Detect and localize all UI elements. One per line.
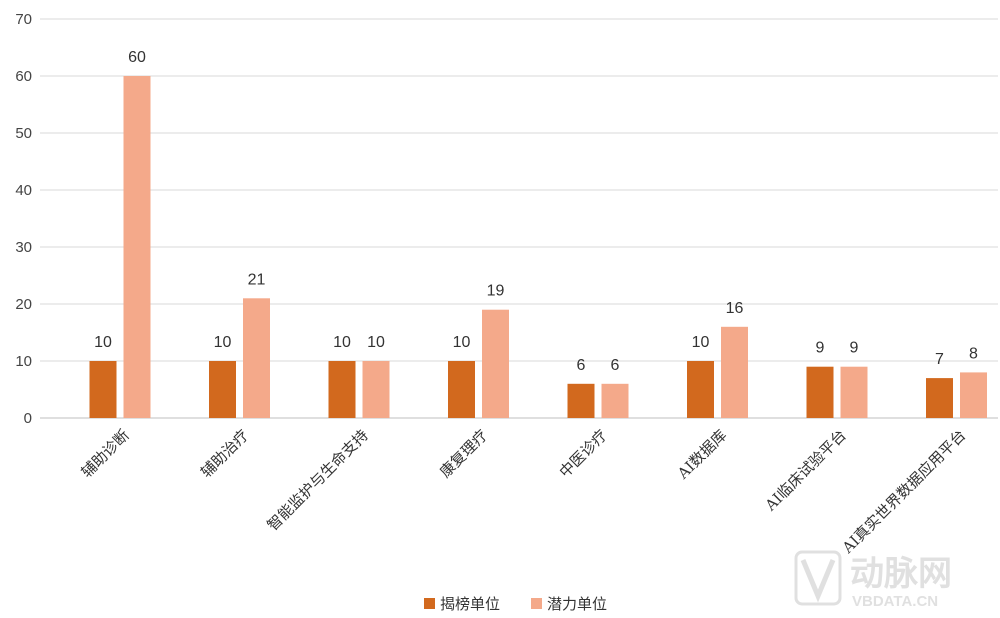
- bar-qianli: [123, 76, 151, 418]
- bar-qianli: [960, 372, 987, 418]
- data-label: 16: [726, 300, 744, 317]
- data-label: 9: [816, 340, 825, 357]
- category-label: 辅助诊断: [78, 426, 133, 481]
- y-tick-label: 30: [15, 239, 32, 256]
- bar-qianli: [362, 361, 390, 418]
- y-tick-label: 0: [24, 410, 32, 427]
- data-label: 6: [611, 357, 620, 374]
- category-label: 中医诊疗: [556, 426, 611, 481]
- legend-swatch: [424, 598, 435, 609]
- bar-jiebang: [567, 383, 595, 418]
- bar-jiebang: [926, 378, 953, 418]
- data-label: 8: [969, 345, 978, 362]
- y-tick-label: 70: [15, 11, 32, 28]
- y-tick-label: 60: [15, 68, 32, 85]
- bar-qianli: [482, 309, 509, 418]
- category-labels: 辅助诊断 辅助治疗 智能监护与生命支持 康复理疗 中医诊疗 AI数据库 AI临床试验平台AI…: [78, 426, 970, 557]
- bar-qianli: [243, 298, 270, 418]
- bar-jiebang: [806, 366, 834, 418]
- data-label: 10: [214, 334, 232, 351]
- y-tick-label: 40: [15, 182, 32, 199]
- data-label: 10: [94, 334, 112, 351]
- y-tick-label: 20: [15, 296, 32, 313]
- y-axis-tick-labels: 0 10 20 30 40 50 60 70: [15, 11, 32, 427]
- y-tick-label: 50: [15, 125, 32, 142]
- data-label: 10: [367, 334, 385, 351]
- data-label: 10: [692, 334, 710, 351]
- bar-jiebang: [328, 361, 356, 418]
- bar-qianli: [601, 383, 629, 418]
- category-label: AI临床试验平台: [761, 426, 850, 515]
- category-label: 智能监护与生命支持: [264, 426, 372, 534]
- bar-qianli: [721, 326, 748, 418]
- data-label: 21: [248, 271, 266, 288]
- bar-jiebang: [448, 361, 475, 418]
- data-label: 10: [333, 334, 351, 351]
- bars: [89, 76, 987, 418]
- watermark-brand: 动脉网: [850, 555, 952, 593]
- bar-qianli: [840, 366, 868, 418]
- bar-jiebang: [209, 361, 236, 418]
- legend: 揭榜单位 潜力单位: [424, 595, 607, 613]
- bar-jiebang: [89, 361, 117, 418]
- category-label: AI真实世界数据应用平台: [838, 426, 969, 557]
- gridlines: [40, 18, 998, 419]
- category-label: AI数据库: [673, 426, 730, 483]
- data-label: 60: [128, 49, 146, 66]
- watermark-url: VBDATA.CN: [852, 593, 938, 610]
- legend-label: 揭榜单位: [440, 595, 500, 613]
- category-label: 康复理疗: [436, 426, 491, 481]
- data-label: 7: [935, 351, 944, 368]
- data-label: 6: [577, 357, 586, 374]
- legend-swatch: [531, 598, 542, 609]
- category-label: 辅助治疗: [197, 426, 252, 481]
- data-labels: 10 60 10 21 10 10 10 19 6 6 10 16 9 9 7 8: [94, 49, 978, 374]
- data-label: 19: [487, 283, 505, 300]
- legend-label: 潜力单位: [547, 595, 607, 613]
- watermark-logo: 动脉网 VBDATA.CN: [794, 550, 952, 610]
- data-label: 10: [453, 334, 471, 351]
- bar-jiebang: [687, 361, 714, 418]
- data-label: 9: [850, 340, 859, 357]
- y-tick-label: 10: [15, 353, 32, 370]
